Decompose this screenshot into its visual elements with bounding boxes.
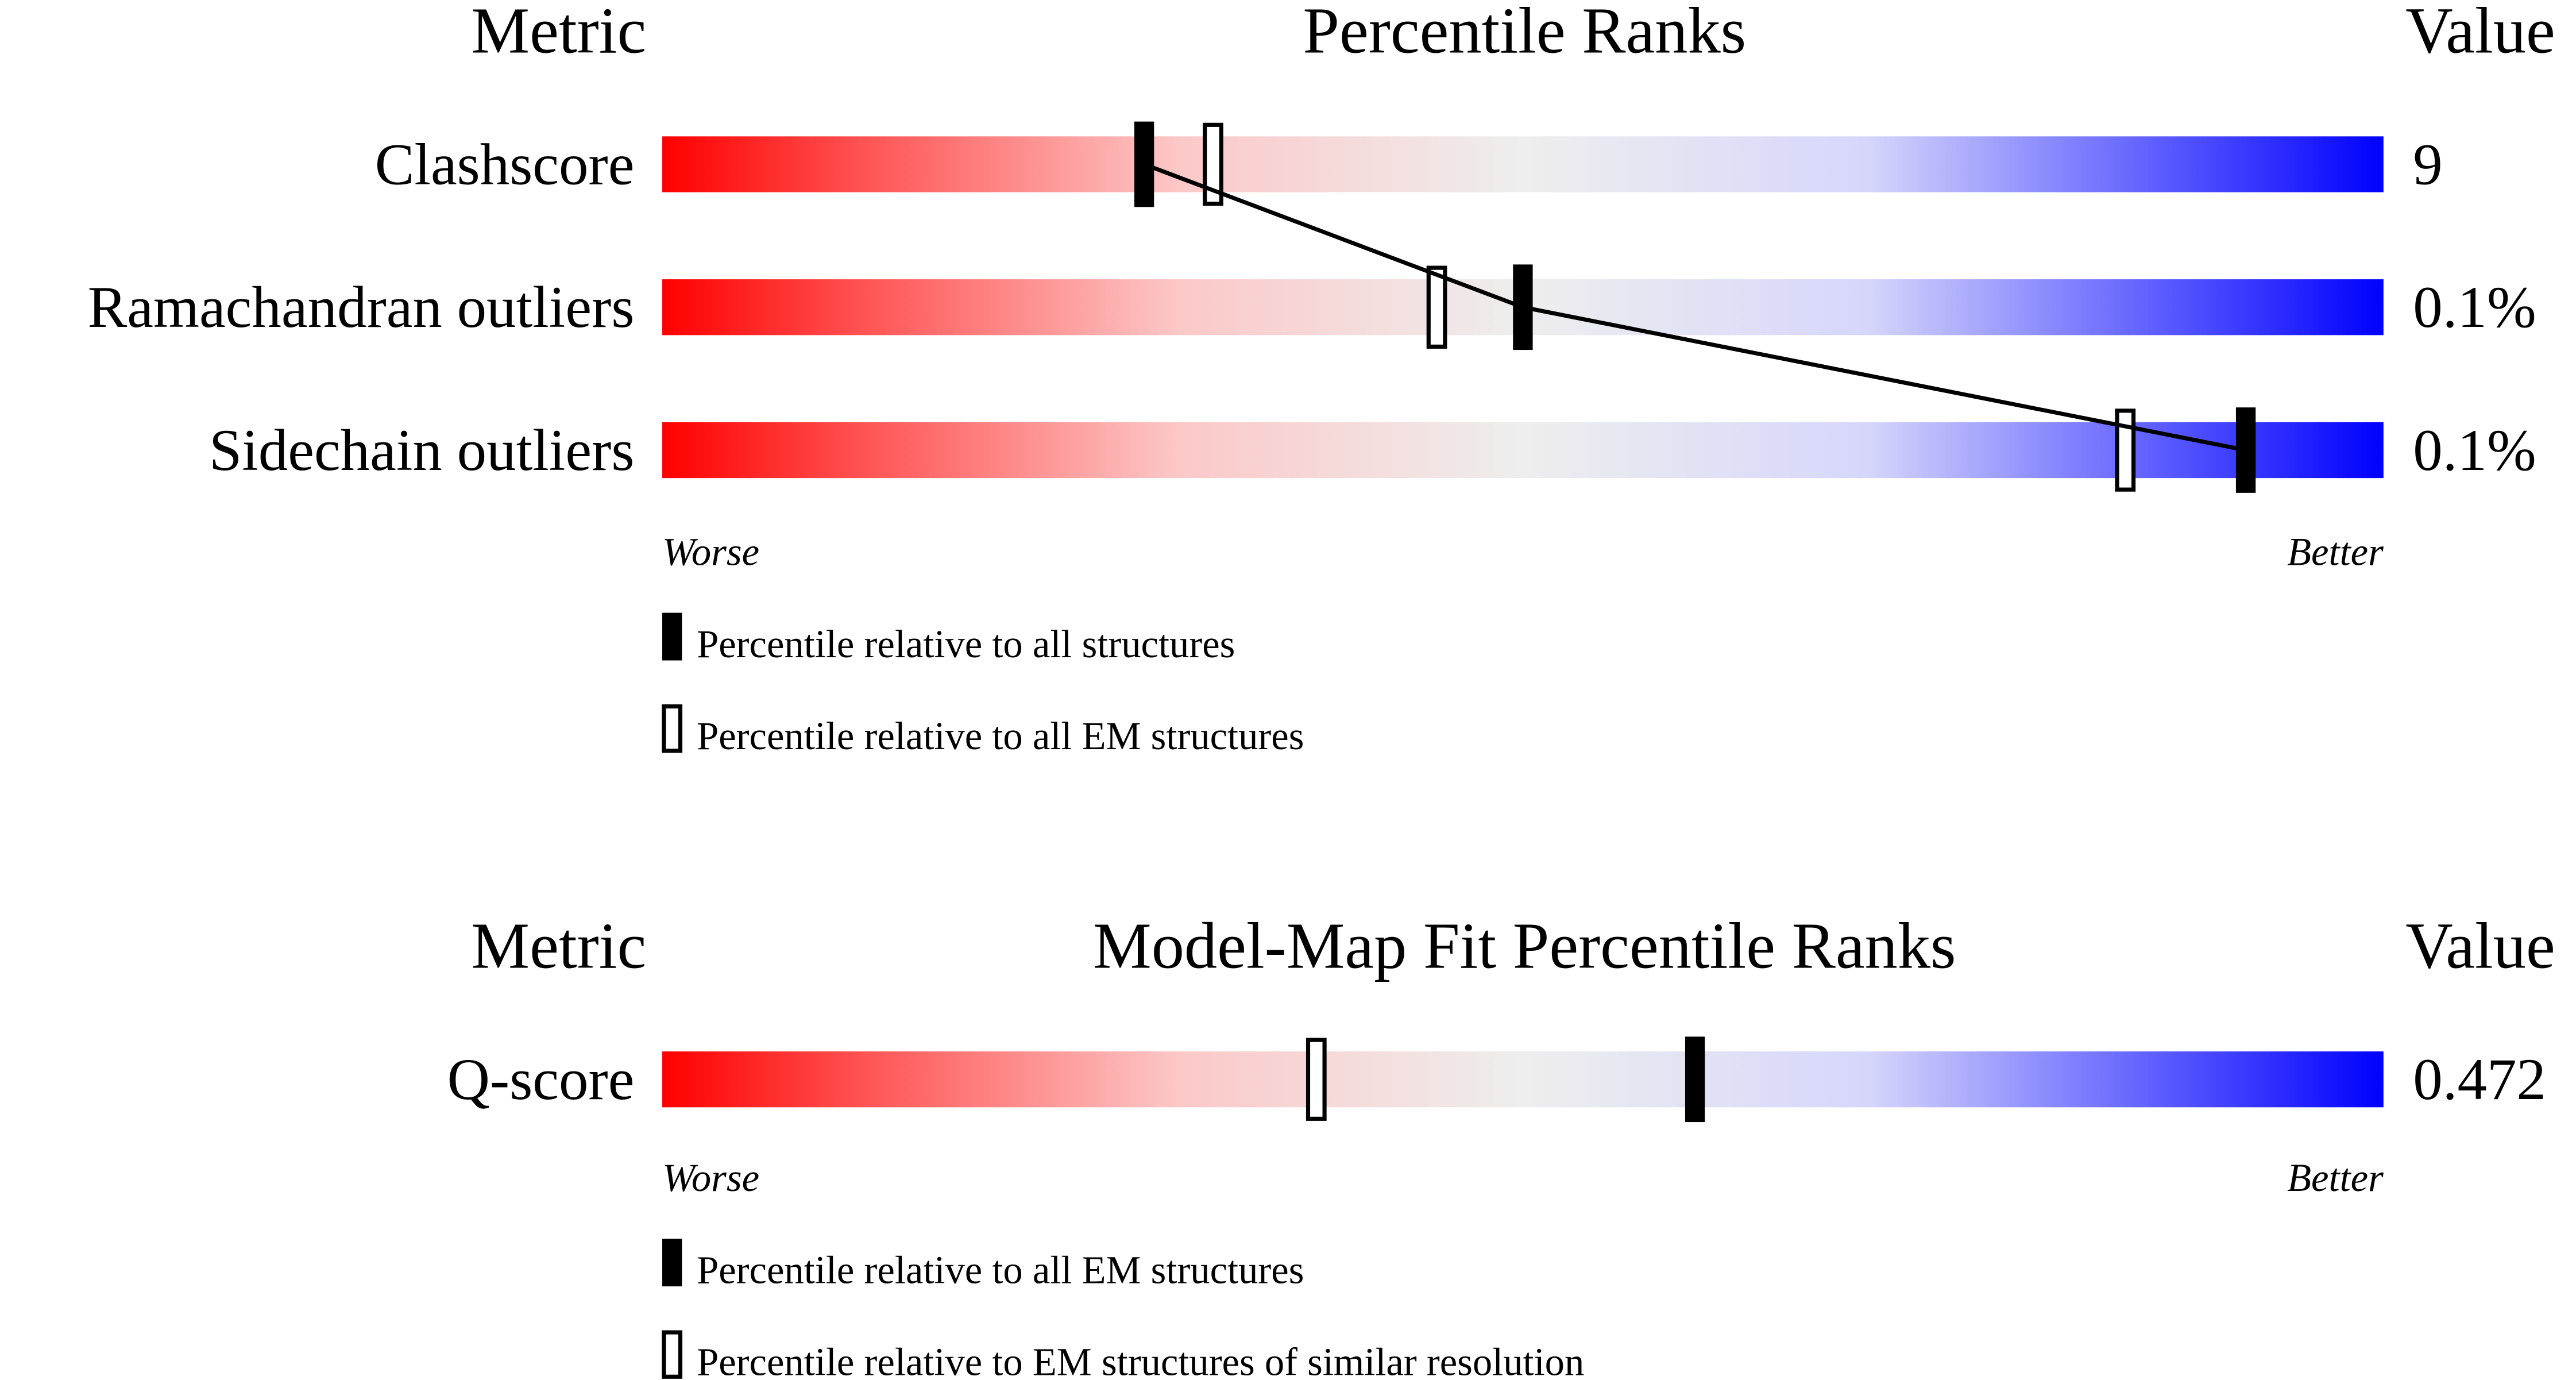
metric-label: Sidechain outliers	[209, 418, 634, 483]
axis-worse-label: Worse	[662, 530, 759, 574]
chart-title: Model-Map Fit Percentile Ranks	[1093, 909, 1956, 982]
legend-open-label: Percentile relative to EM structures of …	[697, 1340, 1584, 1380]
metric-value: 0.1%	[2413, 275, 2536, 340]
metric-value: 0.472	[2413, 1047, 2546, 1112]
legend-filled-label: Percentile relative to all EM structures	[697, 1248, 1304, 1292]
value-header: Value	[2405, 0, 2555, 67]
legend-open-label: Percentile relative to all EM structures	[697, 714, 1304, 758]
metric-label: Clashscore	[375, 132, 635, 197]
metric-header: Metric	[471, 909, 646, 982]
metric-value: 0.1%	[2413, 418, 2536, 483]
percentile-bar	[662, 1051, 2384, 1108]
axis-worse-label: Worse	[662, 1156, 759, 1200]
percentile-bar	[662, 422, 2384, 479]
legend-filled-label: Percentile relative to all structures	[697, 622, 1235, 666]
chart1-rows: Clashscore 9 Ramachandran outliers 0.1% Side…	[88, 121, 2536, 493]
chart-title: Percentile Ranks	[1303, 0, 1746, 67]
open-percentile-marker	[1306, 1038, 1327, 1121]
open-percentile-marker	[1426, 265, 1447, 349]
legend-filled-marker	[662, 1239, 682, 1287]
chart2-rows: Q-score 0.472	[447, 1036, 2546, 1123]
axis-better-label: Better	[2287, 530, 2384, 574]
filled-percentile-marker	[1685, 1036, 1705, 1123]
metric-header: Metric	[471, 0, 646, 67]
axis-better-label: Better	[2287, 1156, 2384, 1200]
open-percentile-marker	[2115, 408, 2136, 492]
metric-value: 9	[2413, 132, 2442, 197]
metric-label: Ramachandran outliers	[88, 275, 635, 340]
value-header: Value	[2405, 909, 2555, 982]
legend-filled-marker	[662, 612, 682, 661]
legend-open-marker	[662, 704, 683, 753]
percentile-bar	[662, 136, 2384, 192]
metric-label: Q-score	[447, 1047, 635, 1112]
marker-connector-line	[1143, 162, 2246, 453]
legend-open-marker	[662, 1330, 683, 1379]
